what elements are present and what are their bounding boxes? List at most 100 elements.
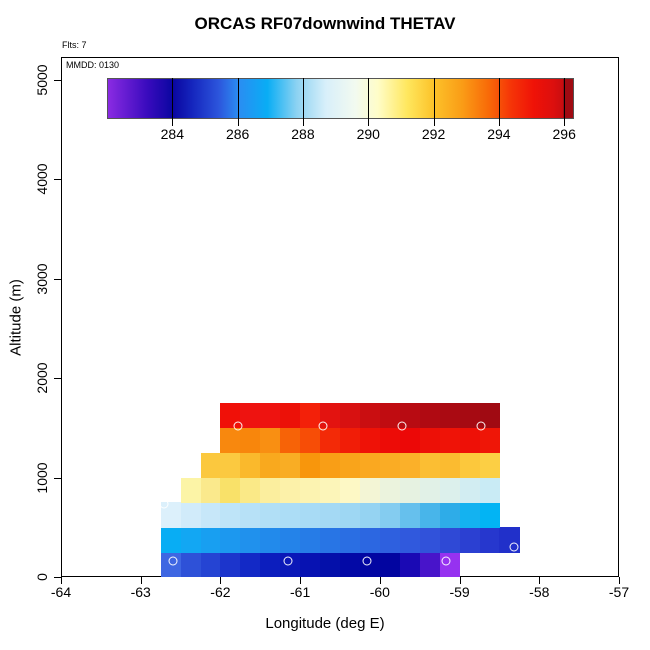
- heatmap-cell: [220, 452, 241, 479]
- heatmap-cell: [280, 527, 301, 553]
- heatmap-cell: [399, 452, 421, 479]
- heatmap-cell: [280, 452, 301, 479]
- colorbar-tick-label: 294: [487, 126, 511, 142]
- heatmap-cell: [479, 502, 500, 528]
- x-axis-tick: [539, 577, 541, 584]
- y-tick-label: 3000: [34, 263, 50, 295]
- x-tick-label: -63: [130, 584, 151, 600]
- heatmap-cell: [379, 552, 401, 578]
- colorbar-divider: [172, 78, 174, 119]
- heatmap-cell: [280, 477, 301, 503]
- colorbar-tick-label: 284: [160, 126, 184, 142]
- heatmap-cell: [479, 477, 500, 503]
- heatmap-cell: [359, 502, 381, 528]
- colorbar-tick-label: 296: [552, 126, 576, 142]
- heatmap-cell: [479, 452, 500, 479]
- heatmap-cell: [399, 552, 421, 578]
- heatmap-cell: [340, 403, 361, 429]
- heatmap-cell: [340, 427, 361, 454]
- heatmap-cell: [379, 502, 401, 528]
- heatmap-cell: [200, 552, 221, 578]
- colorbar-tick: [498, 119, 500, 126]
- heatmap-cell: [439, 452, 461, 479]
- heatmap-cell: [240, 477, 261, 503]
- flight-track-marker: [159, 499, 169, 509]
- heatmap-cell: [359, 552, 381, 578]
- y-tick-label: 5000: [34, 64, 50, 96]
- x-axis-tick: [619, 577, 620, 584]
- heatmap-cell: [320, 477, 341, 503]
- x-axis-title: Longitude (deg E): [265, 615, 385, 632]
- heatmap-cell: [300, 403, 321, 429]
- heatmap-cell: [260, 552, 281, 578]
- heatmap-cell: [479, 403, 500, 429]
- heatmap-cell: [300, 452, 321, 479]
- colorbar: [107, 78, 574, 119]
- heatmap-cell: [340, 452, 361, 479]
- y-tick-label: 1000: [34, 461, 50, 494]
- colorbar-tick: [368, 119, 370, 126]
- x-tick-label: -58: [529, 584, 550, 600]
- heatmap-cell: [320, 527, 341, 553]
- y-axis-tick: [54, 477, 61, 479]
- y-axis-tick: [54, 577, 61, 578]
- heatmap-cell: [200, 477, 221, 503]
- heatmap-cell: [260, 403, 281, 429]
- colorbar-tick-label: 286: [225, 126, 250, 142]
- heatmap-cell: [419, 403, 441, 429]
- heatmap-cell: [459, 427, 480, 454]
- heatmap-cell: [220, 527, 241, 553]
- heatmap-cell: [359, 527, 381, 553]
- flight-track-marker: [476, 421, 486, 431]
- x-tick-label: -60: [369, 584, 390, 600]
- heatmap-cell: [459, 527, 480, 553]
- heatmap-cell: [399, 502, 421, 528]
- x-tick-label: -62: [210, 584, 231, 600]
- heatmap-cell: [220, 552, 241, 578]
- flight-track-marker: [397, 421, 407, 431]
- heatmap-cell: [479, 427, 500, 454]
- x-tick-label: -59: [449, 584, 470, 600]
- colorbar-tick: [564, 119, 566, 126]
- heatmap-cell: [320, 552, 341, 578]
- heatmap-cell: [340, 552, 361, 578]
- colorbar-tick: [172, 119, 174, 126]
- heatmap-cell: [379, 452, 401, 479]
- colorbar-divider: [564, 78, 566, 119]
- heatmap-cell: [200, 452, 221, 479]
- flight-track-marker: [233, 421, 243, 431]
- heatmap-cell: [300, 477, 321, 503]
- y-axis-tick: [54, 278, 61, 280]
- heatmap-cell: [379, 527, 401, 553]
- heatmap-cell: [220, 427, 241, 454]
- colorbar-divider: [498, 78, 500, 119]
- y-tick-label: 0: [34, 573, 50, 581]
- flight-track-marker: [168, 556, 178, 566]
- heatmap-cell: [180, 502, 201, 528]
- y-tick-label: 4000: [34, 163, 50, 195]
- heatmap-cell: [260, 477, 281, 503]
- heatmap-cell: [240, 427, 261, 454]
- heatmap-cell: [320, 427, 341, 454]
- colorbar-divider: [302, 78, 304, 119]
- x-axis-tick: [61, 577, 62, 584]
- flight-track-marker: [362, 556, 372, 566]
- heatmap-cell: [479, 527, 500, 553]
- heatmap-cell: [459, 452, 480, 479]
- date-annotation: MMDD: 0130: [66, 60, 120, 70]
- heatmap-cell: [459, 477, 480, 503]
- heatmap-cell: [340, 477, 361, 503]
- x-tick-label: -61: [290, 584, 311, 600]
- heatmap-cell: [280, 427, 301, 454]
- colorbar-tick-label: 290: [356, 126, 380, 142]
- colorbar-divider: [237, 78, 239, 119]
- colorbar-tick: [302, 119, 304, 126]
- flight-track-marker: [283, 556, 293, 566]
- heatmap-cell: [300, 502, 321, 528]
- heatmap-cell: [399, 477, 421, 503]
- heatmap-cell: [340, 502, 361, 528]
- y-axis-tick: [54, 79, 61, 81]
- x-tick-label: -57: [608, 584, 630, 600]
- heatmap-cell: [399, 427, 421, 454]
- flight-track-marker: [509, 542, 519, 552]
